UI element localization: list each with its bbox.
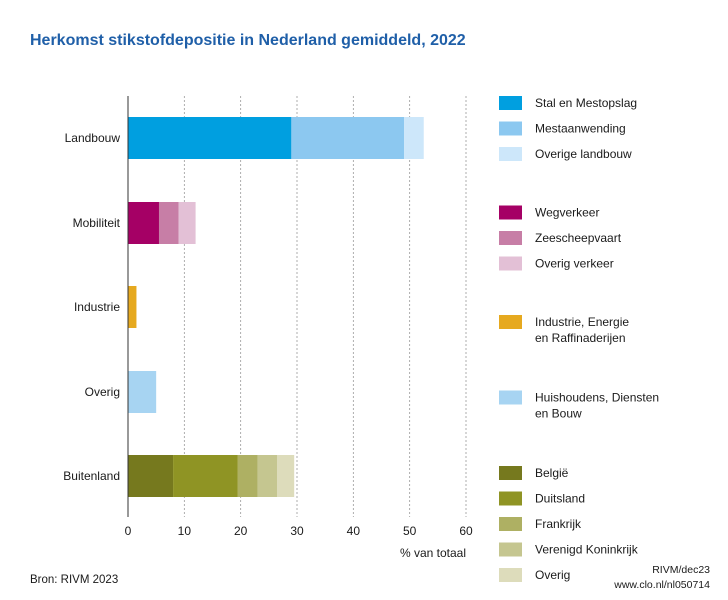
x-axis-label: % van totaal [400,546,466,560]
legend-swatch [499,231,522,245]
legend-label: Verenigd Koninkrijk [535,543,639,557]
bar-segment [128,455,174,497]
bar-segment [237,455,258,497]
legend-label: Stal en Mestopslag [535,96,637,110]
category-label: Landbouw [65,131,121,145]
category-labels: Landbouw Mobiliteit Industrie Overig Buitenl… [63,131,120,483]
legend-swatch [499,205,522,220]
bar-segment [128,371,157,413]
legend: Stal en Mestopslag Mestaanwending Overige … [499,96,659,582]
legend-label: Wegverkeer [535,206,599,220]
bar-segment [277,455,295,497]
legend-swatch [499,390,522,405]
legend-label: Overig verkeer [535,257,614,271]
category-label: Industrie [74,300,120,314]
category-label: Mobiliteit [73,216,121,230]
legend-label: Duitsland [535,492,585,506]
x-tick-label: 40 [347,524,361,538]
category-label: Overig [85,385,120,399]
legend-swatch [499,568,522,582]
x-tick-label: 0 [125,524,132,538]
legend-swatch [499,491,522,506]
legend-label: Huishoudens, Diensten en Bouw [535,391,659,421]
x-tick-label: 30 [290,524,304,538]
legend-label: België [535,466,569,480]
bar-segment [158,202,179,244]
bar-segment [291,117,405,159]
legend-swatch [499,121,522,136]
category-label: Buitenland [63,469,120,483]
legend-swatch [499,466,522,480]
credit-line-1: RIVM/dec23 [652,564,710,576]
bar-segment [128,202,159,244]
bar-segment [128,117,292,159]
gridlines [183,96,467,517]
legend-label: Frankrijk [535,517,582,531]
source-note: Bron: RIVM 2023 [30,574,119,586]
legend-swatch [499,517,522,531]
x-tick-label: 10 [178,524,192,538]
legend-swatch [499,542,522,557]
bar-segment [178,202,196,244]
x-axis: 0 10 20 30 40 50 60 % van totaal [125,96,473,560]
bar-segment [404,117,424,159]
legend-label: Overig [535,568,570,582]
legend-label: Mestaanwending [535,122,626,136]
credit-line-2: www.clo.nl/nl050714 [614,579,710,591]
legend-swatch [499,256,522,271]
bar-segment [128,286,137,328]
chart-title: Herkomst stikstofdepositie in Nederland … [30,32,466,49]
x-tick-label: 20 [234,524,248,538]
legend-swatch [499,147,522,161]
legend-label: Zeescheepvaart [535,231,622,245]
legend-swatch [499,96,522,110]
bars [128,117,424,497]
legend-swatch [499,315,522,329]
x-tick-label: 60 [459,524,473,538]
legend-label: Industrie, Energie en Raffinaderijen [535,315,629,345]
bar-segment [173,455,238,497]
legend-label: Overige landbouw [535,147,632,161]
bar-segment [257,455,278,497]
x-tick-label: 50 [403,524,417,538]
